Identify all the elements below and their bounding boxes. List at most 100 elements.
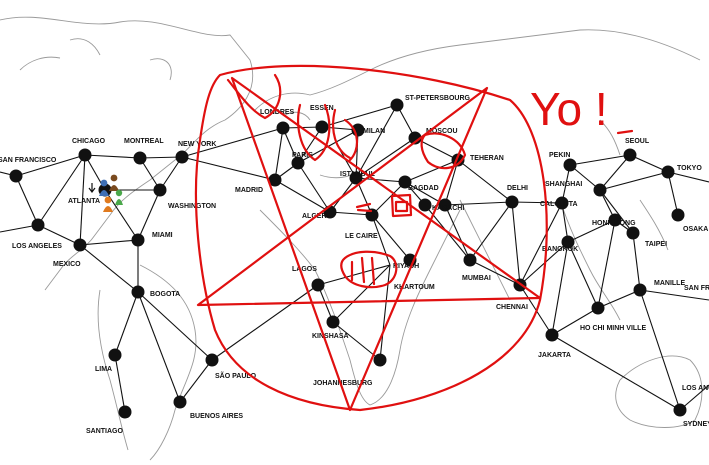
city-label-sydney: SYDNEY bbox=[683, 421, 709, 428]
city-node-moscou[interactable] bbox=[408, 131, 422, 145]
city-node-riyadh[interactable] bbox=[418, 198, 432, 212]
city-node-paris[interactable] bbox=[291, 156, 305, 170]
city-label-atlanta: ATLANTA bbox=[68, 198, 100, 205]
city-node-istanbul[interactable] bbox=[349, 171, 363, 185]
city-label-honk-kong: HONK KONG bbox=[592, 220, 636, 227]
city-node-honk-kong[interactable] bbox=[608, 213, 622, 227]
city-label-taipei: TAIPEI bbox=[645, 241, 667, 248]
pawn-brown-icon[interactable] bbox=[109, 174, 119, 191]
city-label-le-caire: LE CAIRE bbox=[345, 233, 378, 240]
city-label-manille: MANILLE bbox=[654, 280, 685, 287]
city-label-khartoum: KHARTOUM bbox=[394, 284, 435, 291]
city-node-sydney[interactable] bbox=[673, 403, 687, 417]
scribble-pentagram bbox=[196, 76, 542, 412]
city-node-buenos-aires[interactable] bbox=[173, 395, 187, 409]
city-node-lagos[interactable] bbox=[311, 278, 325, 292]
city-label-calcutta: CALCUTTA bbox=[540, 201, 578, 208]
city-node-chicago[interactable] bbox=[78, 148, 92, 162]
city-label-johannesburg: JOHANNESBURG bbox=[313, 380, 373, 387]
city-label-ho-chi-minh-ville: HO CHI MINH VILLE bbox=[580, 325, 646, 332]
pawn-blue-icon[interactable] bbox=[99, 179, 109, 196]
city-label-jakarta: JAKARTA bbox=[538, 352, 571, 359]
city-node-los-angeles[interactable] bbox=[31, 218, 45, 232]
city-label-los-angeles: LOS ANGELES bbox=[12, 243, 62, 250]
city-node-manille[interactable] bbox=[633, 283, 647, 297]
city-label-delhi: DELHI bbox=[507, 185, 528, 192]
city-node-montreal[interactable] bbox=[133, 151, 147, 165]
city-label-shanghai: SHANGHAI bbox=[545, 181, 582, 188]
city-label-lagos: LAGOS bbox=[292, 266, 317, 273]
city-node-kinshasa[interactable] bbox=[326, 315, 340, 329]
city-label-chicago: CHICAGO bbox=[72, 138, 106, 145]
city-label-essen: ESSEN bbox=[310, 105, 334, 112]
city-node-miami[interactable] bbox=[131, 233, 145, 247]
city-label-sao-paulo: SÃO PAULO bbox=[215, 371, 257, 380]
city-node-ho-chi-minh-ville[interactable] bbox=[591, 301, 605, 315]
pawn-orange-icon[interactable] bbox=[103, 196, 113, 212]
city-label-londres: LONDRES bbox=[260, 109, 295, 116]
city-node-mexico[interactable] bbox=[73, 238, 87, 252]
city-node-new-york[interactable] bbox=[175, 150, 189, 164]
player-pawns bbox=[88, 174, 123, 212]
pawn-green-icon[interactable] bbox=[115, 189, 123, 205]
city-node-washington[interactable] bbox=[153, 183, 167, 197]
city-label-mumbai: MUMBAI bbox=[462, 275, 491, 282]
city-label-madrid: MADRID bbox=[235, 187, 263, 194]
city-node-pekin[interactable] bbox=[563, 158, 577, 172]
red-scribble-overlay: Yo ! bbox=[194, 64, 634, 412]
city-node-taipei[interactable] bbox=[626, 226, 640, 240]
city-node-st-petersbourg[interactable] bbox=[390, 98, 404, 112]
city-node-san-francisco[interactable] bbox=[9, 169, 23, 183]
scribble-loop-2 bbox=[297, 103, 331, 162]
city-label-karachi: KARACHI bbox=[432, 205, 464, 212]
city-label-moscou: MOSCOU bbox=[426, 128, 458, 135]
edge-labels: SAN FRANCISCO LOS ANGELES bbox=[682, 285, 709, 392]
scribble-loop-1 bbox=[226, 73, 282, 120]
city-node-osaka[interactable] bbox=[671, 208, 685, 222]
scribble-blob bbox=[340, 250, 398, 289]
city-node-johannesburg[interactable] bbox=[373, 353, 387, 367]
city-label-mexico: MEXICO bbox=[53, 261, 81, 268]
edge-label-san-francisco-right: SAN FRANCISCO bbox=[684, 285, 709, 292]
city-label-kinshasa: KINSHASA bbox=[312, 333, 349, 340]
scribble-small-mark bbox=[355, 202, 373, 213]
city-node-lima[interactable] bbox=[108, 348, 122, 362]
edge-label-los-angeles-right: LOS ANGELES bbox=[682, 385, 709, 392]
city-node-tokyo[interactable] bbox=[661, 165, 675, 179]
scribble-text-yo: Yo ! bbox=[530, 83, 608, 135]
city-node-santiago[interactable] bbox=[118, 405, 132, 419]
city-node-londres[interactable] bbox=[276, 121, 290, 135]
city-node-essen[interactable] bbox=[315, 120, 329, 134]
city-node-bogota[interactable] bbox=[131, 285, 145, 299]
city-node-mumbai[interactable] bbox=[463, 253, 477, 267]
scribble-loop-3 bbox=[332, 108, 358, 162]
city-node-sao-paulo[interactable] bbox=[205, 353, 219, 367]
city-node-jakarta[interactable] bbox=[545, 328, 559, 342]
city-node-karachi[interactable] bbox=[438, 198, 452, 212]
city-label-paris: PARIS bbox=[292, 152, 313, 159]
city-label-miami: MIAMI bbox=[152, 232, 173, 239]
city-label-seoul: SEOUL bbox=[625, 138, 650, 145]
city-node-calcutta[interactable] bbox=[555, 196, 569, 210]
city-label-lima: LIMA bbox=[95, 366, 112, 373]
city-label-washington: WASHINGTON bbox=[168, 203, 216, 210]
city-label-istanbul: ISTANBUL bbox=[340, 171, 376, 178]
city-node-madrid[interactable] bbox=[268, 173, 282, 187]
city-label-bogota: BOGOTA bbox=[150, 291, 180, 298]
city-node-delhi[interactable] bbox=[505, 195, 519, 209]
city-label-chennai: CHENNAI bbox=[496, 304, 528, 311]
city-node-bangkok[interactable] bbox=[561, 235, 575, 249]
city-label-bangkok: BANGKOK bbox=[542, 246, 578, 253]
city-node-bagdad[interactable] bbox=[398, 175, 412, 189]
city-node-seoul[interactable] bbox=[623, 148, 637, 162]
city-label-st-petersbourg: ST-PETERSBOURG bbox=[405, 95, 471, 102]
scribble-dash bbox=[616, 129, 634, 135]
city-label-riyadh: RIYADH bbox=[393, 263, 419, 270]
city-label-teheran: TEHERAN bbox=[470, 155, 504, 162]
city-label-pekin: PEKIN bbox=[549, 152, 570, 159]
city-label-buenos-aires: BUENOS AIRES bbox=[190, 413, 243, 420]
city-node-shanghai[interactable] bbox=[593, 183, 607, 197]
city-markers bbox=[9, 98, 687, 419]
city-label-bagdad: BAGDAD bbox=[408, 185, 439, 192]
